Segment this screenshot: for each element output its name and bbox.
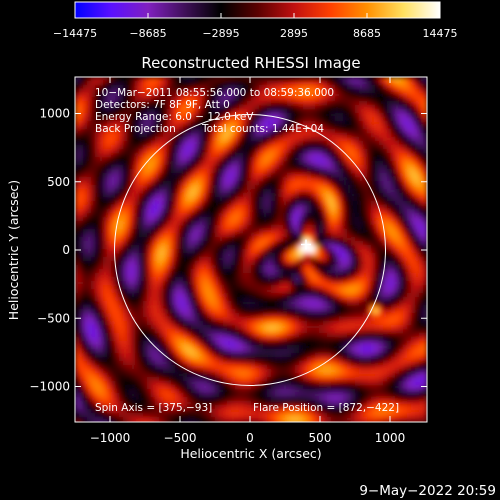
y-tick-label: 0 bbox=[62, 243, 70, 257]
colorbar-tick-label: −2895 bbox=[202, 27, 239, 40]
timestamp: 9−May−2022 20:59 bbox=[359, 483, 496, 499]
colorbar-tick-label: 2895 bbox=[280, 27, 308, 40]
annotations: 10−Mar−2011 08:55:56.000 to 08:59:36.000… bbox=[95, 87, 399, 414]
x-tick-label: 1000 bbox=[375, 431, 406, 445]
solar-limb-circle bbox=[114, 114, 386, 386]
x-tick-label: −500 bbox=[164, 431, 197, 445]
flare-peak-marker bbox=[301, 239, 311, 250]
chart-title: Reconstructed RHESSI Image bbox=[141, 54, 360, 72]
annotation-method: Back Projection bbox=[95, 123, 176, 135]
annotation-energy-range: Energy Range: 6.0 − 12.0 keV bbox=[95, 111, 254, 123]
x-tick-label: 500 bbox=[309, 431, 332, 445]
annotation-total-counts: Total counts: 1.44E+04 bbox=[201, 123, 324, 135]
annotation-spin-axis: Spin Axis = [375,−93] bbox=[95, 402, 212, 414]
annotation-detectors: Detectors: 7F 8F 9F, Att 0 bbox=[95, 99, 230, 111]
y-tick-label: 500 bbox=[47, 175, 70, 189]
colorbar-tick-label: 14475 bbox=[423, 27, 458, 40]
annotation-time-range: 10−Mar−2011 08:55:56.000 to 08:59:36.000 bbox=[95, 87, 334, 99]
plot-area: −1000 −500 0 500 1000 1000 500 0 −500 −1000 bbox=[29, 76, 428, 445]
y-tick-label: −1000 bbox=[29, 380, 70, 394]
x-axis-title: Heliocentric X (arcsec) bbox=[180, 446, 321, 461]
y-axis-title: Heliocentric Y (arcsec) bbox=[6, 180, 21, 320]
axis-ticks: −1000 −500 0 500 1000 1000 500 0 −500 −1000 bbox=[29, 77, 427, 445]
colorbar-tick-label: −8685 bbox=[129, 27, 166, 40]
colorbar-tick-label: −14475 bbox=[53, 27, 97, 40]
colorbar-ticks: −14475 −8685 −2895 2895 8685 14475 bbox=[53, 13, 458, 40]
annotation-flare-position: Flare Position = [872,−422] bbox=[253, 402, 399, 414]
x-tick-label: −1000 bbox=[90, 431, 131, 445]
colorbar: −14475 −8685 −2895 2895 8685 14475 bbox=[53, 1, 458, 40]
y-tick-label: −500 bbox=[37, 311, 70, 325]
colorbar-tick-label: 8685 bbox=[353, 27, 381, 40]
colorbar-fill bbox=[74, 1, 441, 19]
heatmap-image bbox=[75, 77, 427, 422]
y-tick-label: 1000 bbox=[39, 107, 70, 121]
x-tick-label: 0 bbox=[246, 431, 254, 445]
